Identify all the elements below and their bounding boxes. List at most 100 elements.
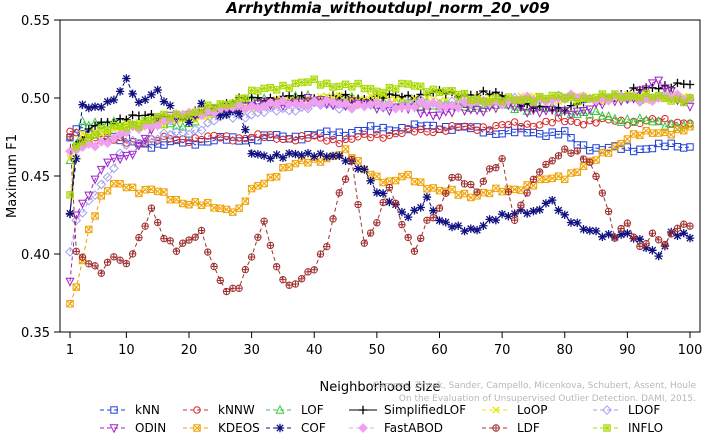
data-point — [648, 246, 657, 255]
data-point — [460, 89, 469, 98]
data-point — [216, 100, 225, 108]
data-point — [504, 121, 513, 129]
legend-label: LDOF — [628, 403, 660, 417]
data-point — [66, 154, 74, 162]
data-point — [323, 127, 331, 135]
data-point — [472, 225, 482, 235]
data-point — [553, 108, 563, 118]
data-point — [348, 129, 356, 137]
legend-label: INFLO — [628, 421, 663, 434]
data-point — [110, 253, 118, 261]
data-point — [241, 197, 250, 205]
data-point — [667, 139, 675, 147]
data-point — [72, 154, 81, 163]
data-point — [529, 97, 538, 106]
data-point — [341, 156, 350, 166]
data-point — [510, 216, 519, 225]
legend-label: ODIN — [135, 421, 166, 434]
data-point — [423, 185, 431, 193]
data-point — [103, 187, 112, 195]
legend-label: KDEOS — [218, 421, 260, 434]
data-point — [348, 83, 356, 91]
data-point — [629, 233, 638, 241]
data-point — [573, 168, 581, 176]
data-point — [247, 133, 256, 142]
data-point — [160, 188, 168, 196]
data-point — [153, 112, 162, 121]
data-point — [598, 90, 607, 98]
data-point — [548, 174, 556, 183]
data-point — [429, 213, 437, 222]
data-point — [197, 99, 206, 108]
data-point — [91, 262, 99, 270]
data-point — [460, 226, 469, 236]
data-point — [661, 94, 669, 103]
data-point — [341, 175, 350, 183]
data-point — [298, 132, 306, 140]
data-point — [554, 152, 563, 160]
data-point — [542, 132, 550, 140]
data-point — [96, 179, 107, 190]
data-point — [147, 204, 156, 212]
data-point — [616, 230, 626, 239]
data-point — [197, 107, 206, 115]
data-point — [573, 147, 581, 155]
data-point — [91, 131, 99, 139]
data-point — [141, 116, 149, 125]
data-point — [360, 165, 369, 174]
data-point — [592, 172, 600, 181]
data-point — [348, 155, 356, 164]
data-point — [66, 300, 74, 308]
data-point — [284, 105, 295, 116]
data-point — [272, 262, 281, 271]
data-point — [648, 93, 657, 101]
data-point — [77, 207, 88, 218]
data-point — [153, 85, 162, 95]
data-point — [635, 113, 645, 123]
data-point — [360, 239, 369, 247]
data-point — [259, 107, 270, 118]
data-point — [635, 234, 645, 244]
data-point — [304, 159, 312, 167]
data-point — [291, 137, 300, 145]
data-point — [122, 74, 131, 83]
data-point — [266, 241, 275, 250]
data-point — [160, 234, 168, 243]
data-point — [152, 134, 163, 145]
data-point — [585, 226, 594, 235]
data-point — [672, 121, 682, 131]
data-point — [529, 206, 538, 216]
data-point — [152, 120, 163, 131]
legend-marker — [110, 406, 118, 414]
data-point — [654, 251, 663, 261]
data-point — [204, 199, 212, 207]
data-point — [134, 141, 144, 151]
data-point — [560, 107, 570, 117]
data-point — [542, 94, 550, 103]
legend-item: LDF — [482, 421, 540, 434]
data-point — [636, 94, 644, 102]
legend-marker — [109, 424, 119, 434]
data-point — [91, 212, 99, 220]
x-axis: 1 10 20 30 40 50 60 70 80 90 100 — [66, 332, 702, 358]
data-point — [642, 89, 650, 98]
data-point — [115, 114, 125, 123]
data-point — [310, 75, 318, 83]
data-point — [316, 158, 325, 166]
data-point — [72, 283, 80, 291]
data-point — [128, 89, 137, 99]
data-point — [404, 233, 412, 242]
data-point — [598, 148, 607, 157]
legend-item: ODIN — [100, 421, 166, 434]
data-point — [435, 204, 444, 212]
data-point — [491, 215, 501, 225]
data-point — [579, 225, 588, 234]
data-point — [485, 215, 494, 224]
data-point — [591, 105, 601, 115]
data-point — [340, 98, 351, 109]
data-point — [647, 116, 657, 126]
y-axis: 0.35 0.40 0.45 0.50 0.55 — [21, 14, 60, 341]
y-tick-label: 0.45 — [21, 170, 50, 185]
data-point — [622, 114, 632, 124]
data-point — [278, 153, 288, 163]
